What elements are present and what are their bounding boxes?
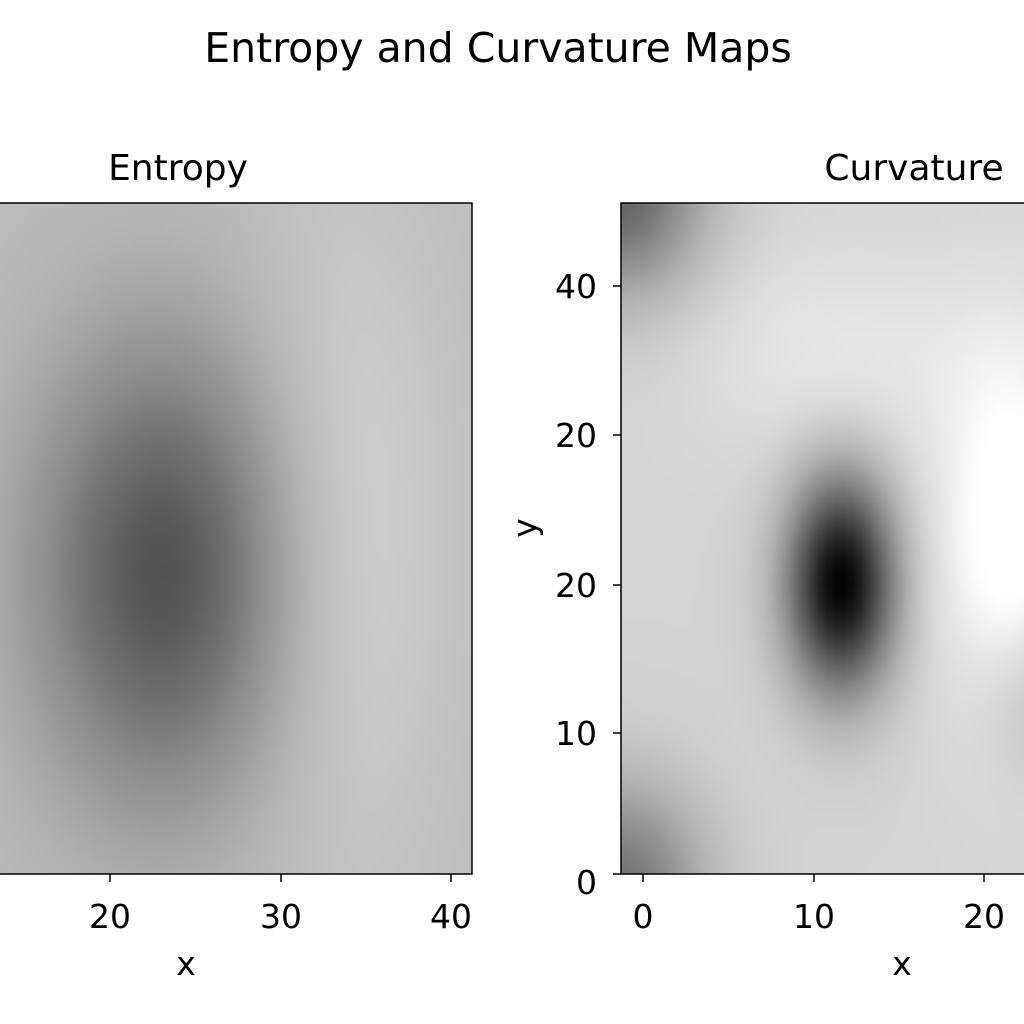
entropy-panel: Entropy 20 30 40 x	[0, 148, 473, 983]
curvature-y-axis-label: y	[505, 518, 544, 538]
curvature-y-tick-label: 20	[555, 416, 597, 455]
entropy-x-tick-label: 30	[260, 897, 302, 936]
curvature-y-tick-label: 40	[555, 267, 597, 306]
entropy-x-tick-label: 40	[430, 897, 472, 936]
curvature-x-axis-label: x	[892, 944, 912, 983]
curvature-plot-frame	[620, 202, 1024, 875]
entropy-panel-title: Entropy	[108, 148, 248, 189]
curvature-x-tick-label: 20	[963, 897, 1005, 936]
curvature-y-tick-label: 20	[555, 566, 597, 605]
curvature-x-tick-label: 0	[633, 897, 654, 936]
curvature-panel: Curvature 40 20 20 10 0 y 0 10 20 x	[505, 148, 1024, 983]
curvature-y-tick-label: 0	[576, 863, 597, 902]
entropy-heatmap-image	[0, 203, 472, 874]
curvature-panel-title: Curvature	[824, 148, 1003, 189]
entropy-plot-frame	[0, 202, 473, 875]
figure-title: Entropy and Curvature Maps	[204, 24, 792, 72]
curvature-heatmap-image	[621, 203, 1024, 874]
entropy-x-axis-label: x	[176, 944, 196, 983]
curvature-y-tick-label: 10	[555, 714, 597, 753]
entropy-x-tick-label: 20	[89, 897, 131, 936]
curvature-x-tick-label: 10	[793, 897, 835, 936]
